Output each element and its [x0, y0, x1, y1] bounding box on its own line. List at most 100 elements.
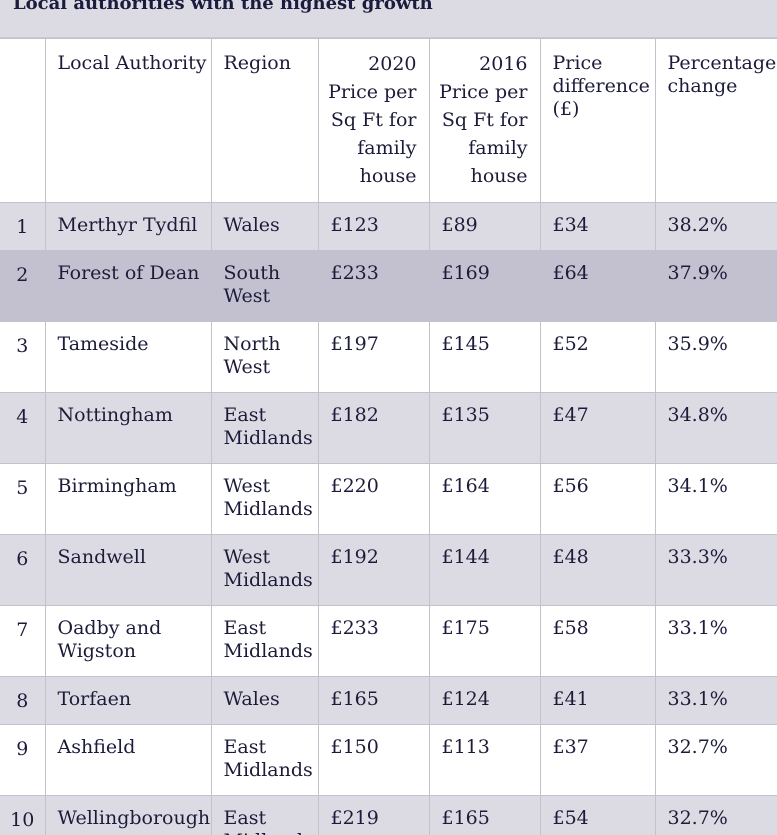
header-price-2016-line: house [470, 165, 528, 187]
authority-cell: Forest of Dean [44, 250, 212, 322]
change-cell: 38.2% [654, 202, 777, 251]
region-cell: North West [210, 321, 319, 393]
difference-cell: £41 [539, 676, 656, 725]
header-price-difference: Price difference (£) [539, 38, 656, 203]
price-2020-cell: £197 [317, 321, 430, 393]
authority-cell: Wellingborough [44, 795, 212, 835]
price-2020-cell: £233 [317, 605, 430, 677]
difference-cell: £58 [539, 605, 656, 677]
header-price-2020-line: Sq Ft for [330, 109, 417, 131]
rank-cell: 8 [0, 676, 46, 725]
table-row[interactable]: 7 Oadby and Wigston East Midlands £233 £… [0, 605, 777, 677]
difference-cell: £37 [539, 724, 656, 796]
price-2016-cell: £164 [428, 463, 541, 535]
header-price-2016-line: Price per [439, 81, 528, 103]
header-price-2020-line: 2020 [368, 53, 417, 75]
header-price-2020: 2020 Price per Sq Ft for family house [317, 38, 430, 203]
change-cell: 32.7% [654, 724, 777, 796]
table-row[interactable]: 4 Nottingham East Midlands £182 £135 £47… [0, 392, 777, 464]
price-2020-cell: £220 [317, 463, 430, 535]
authority-cell: Torfaen [44, 676, 212, 725]
change-cell: 32.7% [654, 795, 777, 835]
price-2020-cell: £192 [317, 534, 430, 606]
header-price-difference-line: difference [552, 75, 650, 97]
header-local-authority: Local Authority [44, 38, 212, 203]
price-2016-cell: £169 [428, 250, 541, 322]
difference-cell: £47 [539, 392, 656, 464]
change-cell: 37.9% [654, 250, 777, 322]
price-2016-cell: £89 [428, 202, 541, 251]
change-cell: 35.9% [654, 321, 777, 393]
table-row[interactable]: 10 Wellingborough East Midlands £219 £16… [0, 795, 777, 835]
header-percentage-change-line: Percentage [667, 52, 777, 74]
table-row[interactable]: 9 Ashfield East Midlands £150 £113 £37 3… [0, 724, 777, 796]
change-cell: 33.3% [654, 534, 777, 606]
header-rank [0, 38, 46, 203]
change-cell: 34.1% [654, 463, 777, 535]
table-caption-bar: Local authorities with the highest growt… [0, 0, 777, 38]
table-row[interactable]: 6 Sandwell West Midlands £192 £144 £48 3… [0, 534, 777, 606]
change-cell: 33.1% [654, 605, 777, 677]
growth-table: Local Authority Region 2020 Price per Sq… [0, 38, 777, 835]
region-cell: West Midlands [210, 463, 319, 535]
difference-cell: £52 [539, 321, 656, 393]
table-row[interactable]: 5 Birmingham West Midlands £220 £164 £56… [0, 463, 777, 535]
price-2020-cell: £150 [317, 724, 430, 796]
region-cell: East Midlands [210, 795, 319, 835]
rank-cell: 10 [0, 795, 46, 835]
authority-cell: Tameside [44, 321, 212, 393]
table-row[interactable]: 1 Merthyr Tydfil Wales £123 £89 £34 38.2… [0, 202, 777, 251]
authority-cell: Nottingham [44, 392, 212, 464]
price-2016-cell: £113 [428, 724, 541, 796]
authority-cell: Oadby and Wigston [44, 605, 212, 677]
rank-cell: 7 [0, 605, 46, 677]
price-2016-cell: £124 [428, 676, 541, 725]
header-price-difference-line: Price [552, 52, 603, 74]
table-row-highlighted[interactable]: 2 Forest of Dean South West £233 £169 £6… [0, 250, 777, 322]
price-2020-cell: £165 [317, 676, 430, 725]
change-cell: 33.1% [654, 676, 777, 725]
region-cell: Wales [210, 676, 319, 725]
rank-cell: 5 [0, 463, 46, 535]
difference-cell: £64 [539, 250, 656, 322]
price-2020-cell: £123 [317, 202, 430, 251]
table-row[interactable]: 3 Tameside North West £197 £145 £52 35.9… [0, 321, 777, 393]
price-2016-cell: £135 [428, 392, 541, 464]
price-2016-cell: £165 [428, 795, 541, 835]
rank-cell: 2 [0, 250, 46, 322]
price-2020-cell: £233 [317, 250, 430, 322]
difference-cell: £54 [539, 795, 656, 835]
authority-cell: Merthyr Tydfil [44, 202, 212, 251]
header-price-2020-line: family [357, 137, 417, 159]
change-cell: 34.8% [654, 392, 777, 464]
price-2020-cell: £182 [317, 392, 430, 464]
difference-cell: £48 [539, 534, 656, 606]
table-row[interactable]: 8 Torfaen Wales £165 £124 £41 33.1% [0, 676, 777, 725]
header-price-2016: 2016 Price per Sq Ft for family house [428, 38, 541, 203]
region-cell: East Midlands [210, 392, 319, 464]
header-percentage-change-line: change [667, 75, 738, 97]
header-price-difference-line: (£) [552, 98, 580, 120]
rank-cell: 4 [0, 392, 46, 464]
rank-cell: 9 [0, 724, 46, 796]
rank-cell: 6 [0, 534, 46, 606]
price-2016-cell: £175 [428, 605, 541, 677]
price-2020-cell: £219 [317, 795, 430, 835]
header-price-2016-line: 2016 [479, 53, 528, 75]
header-percentage-change: Percentage change [654, 38, 777, 203]
rank-cell: 1 [0, 202, 46, 251]
region-cell: West Midlands [210, 534, 319, 606]
authority-cell: Birmingham [44, 463, 212, 535]
price-2016-cell: £144 [428, 534, 541, 606]
header-price-2020-line: house [359, 165, 417, 187]
region-cell: South West [210, 250, 319, 322]
authority-cell: Ashfield [44, 724, 212, 796]
difference-cell: £56 [539, 463, 656, 535]
table-header-row: Local Authority Region 2020 Price per Sq… [0, 38, 777, 203]
authority-cell: Sandwell [44, 534, 212, 606]
difference-cell: £34 [539, 202, 656, 251]
price-2016-cell: £145 [428, 321, 541, 393]
region-cell: East Midlands [210, 605, 319, 677]
header-price-2020-line: Price per [328, 81, 417, 103]
rank-cell: 3 [0, 321, 46, 393]
